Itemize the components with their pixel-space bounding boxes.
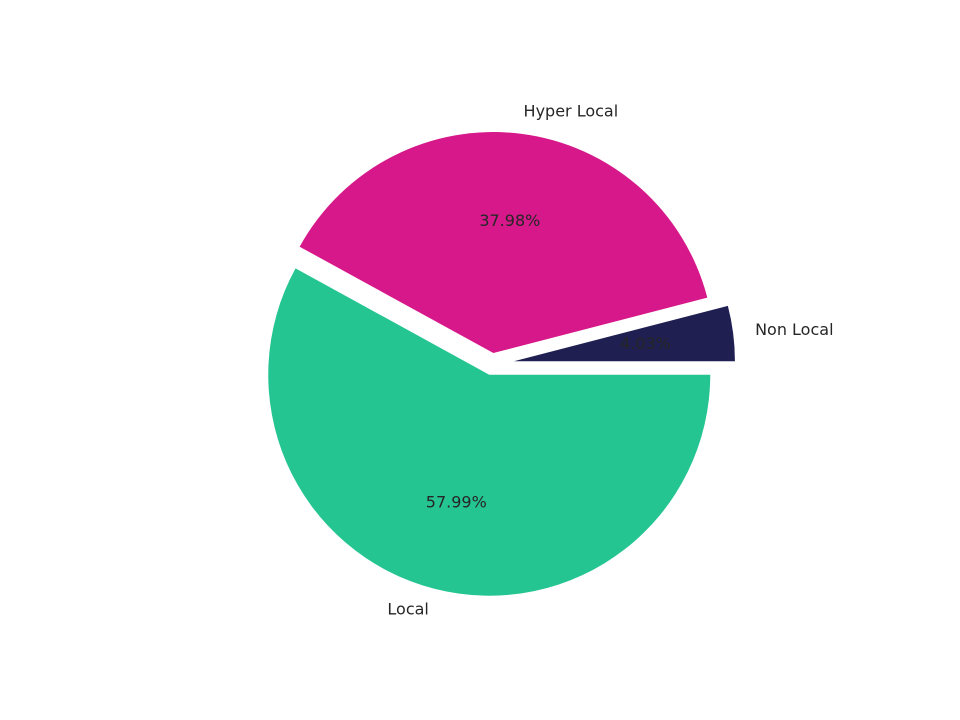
pie-slice bbox=[513, 305, 735, 362]
slice-label: Non Local bbox=[755, 320, 833, 339]
pie-slice bbox=[268, 268, 711, 596]
slice-label: Local bbox=[387, 600, 428, 619]
pie-slice bbox=[299, 132, 708, 354]
value-label: 37.98% bbox=[479, 211, 540, 230]
value-label: 4.03% bbox=[620, 334, 671, 353]
slice-label: Hyper Local bbox=[524, 101, 619, 120]
value-label: 57.99% bbox=[426, 493, 487, 512]
